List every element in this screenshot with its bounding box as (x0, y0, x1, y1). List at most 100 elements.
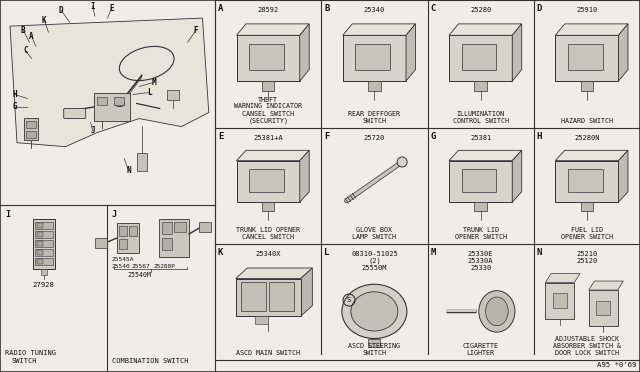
Bar (249, 45, 284, 70)
Bar (35, 240, 53, 247)
Text: I: I (5, 210, 10, 219)
Text: 25340X: 25340X (255, 251, 281, 257)
Polygon shape (545, 273, 580, 283)
Bar (262, 81, 275, 91)
Bar (162, 222, 172, 234)
Text: ASCD STEERING
SWITCH: ASCD STEERING SWITCH (348, 343, 401, 356)
Text: G: G (12, 102, 17, 111)
Bar (159, 219, 189, 257)
Polygon shape (237, 24, 309, 35)
Polygon shape (300, 150, 309, 202)
Text: ADJUSTABLE SHOCK
ABSORBER SWITCH &
DOOR LOCK SWITCH: ADJUSTABLE SHOCK ABSORBER SWITCH & DOOR … (553, 336, 621, 356)
Text: L: L (324, 248, 330, 257)
Text: 25540M: 25540M (127, 272, 151, 278)
Bar (580, 81, 593, 91)
Bar (199, 222, 211, 232)
Text: I: I (90, 1, 95, 10)
Polygon shape (10, 18, 209, 147)
Polygon shape (556, 24, 628, 35)
Text: K: K (42, 16, 47, 25)
Polygon shape (237, 150, 309, 161)
Text: 25280: 25280 (470, 7, 492, 13)
Text: 25330A: 25330A (468, 258, 493, 264)
Ellipse shape (115, 100, 125, 106)
Ellipse shape (486, 297, 508, 326)
Bar (262, 202, 275, 211)
Bar (37, 250, 43, 255)
Bar (162, 238, 172, 250)
Text: REAR DEFFOGER
SWITCH: REAR DEFFOGER SWITCH (348, 111, 401, 124)
Text: A95 *0'69: A95 *0'69 (596, 362, 636, 368)
Text: A: A (218, 4, 223, 13)
Text: K: K (218, 248, 223, 257)
Text: F: F (324, 132, 330, 141)
Text: G: G (431, 132, 436, 141)
Text: 25280N: 25280N (574, 135, 600, 141)
Bar (589, 290, 618, 326)
Bar (37, 223, 43, 228)
Text: 25540: 25540 (111, 264, 130, 269)
Bar (119, 239, 127, 249)
Bar (37, 232, 43, 237)
Polygon shape (406, 24, 415, 81)
Ellipse shape (479, 291, 515, 332)
Polygon shape (300, 24, 309, 81)
Ellipse shape (397, 157, 407, 167)
Text: 28592: 28592 (257, 7, 279, 13)
Text: L: L (147, 88, 152, 97)
Text: 25720: 25720 (364, 135, 385, 141)
Bar (97, 97, 107, 106)
Text: 25210: 25210 (576, 251, 598, 257)
Bar (449, 161, 512, 202)
Bar (37, 259, 43, 264)
Text: 25381: 25381 (470, 135, 492, 141)
Bar (174, 222, 186, 232)
Text: SWITCH: SWITCH (12, 358, 38, 364)
Bar (556, 35, 618, 81)
Polygon shape (449, 150, 522, 161)
Text: GLOVE BOX
LAMP SWITCH: GLOVE BOX LAMP SWITCH (353, 227, 396, 240)
Bar (568, 45, 603, 70)
Polygon shape (236, 268, 312, 279)
Bar (119, 226, 127, 236)
Text: 25330: 25330 (470, 265, 492, 271)
Polygon shape (618, 150, 628, 202)
Bar (129, 226, 137, 236)
Bar (166, 90, 179, 100)
Bar (37, 241, 43, 246)
Ellipse shape (351, 292, 398, 331)
Bar (95, 238, 107, 248)
Text: 25330E: 25330E (468, 251, 493, 257)
Text: CIGARETTE
LIGHTER: CIGARETTE LIGHTER (463, 343, 499, 356)
Bar (26, 122, 36, 128)
Bar (368, 81, 381, 91)
Text: E: E (109, 3, 114, 13)
Polygon shape (589, 281, 623, 290)
Polygon shape (301, 268, 312, 316)
Bar (269, 282, 294, 311)
Text: 25910: 25910 (576, 7, 598, 13)
Bar (35, 249, 53, 256)
Bar (596, 301, 611, 315)
Text: TRUNK LID
OPENER SWITCH: TRUNK LID OPENER SWITCH (454, 227, 507, 240)
Text: A: A (29, 32, 34, 41)
Text: RADIO TUNING: RADIO TUNING (5, 350, 56, 356)
Text: H: H (537, 132, 542, 141)
Text: N: N (537, 248, 542, 257)
Text: J: J (112, 210, 117, 219)
Bar (41, 269, 47, 275)
Bar (35, 222, 53, 229)
Bar (343, 35, 406, 81)
Bar (93, 93, 130, 122)
Polygon shape (556, 150, 628, 161)
Text: HAZARD SWITCH: HAZARD SWITCH (561, 118, 613, 124)
Polygon shape (512, 150, 522, 202)
Text: 25545A: 25545A (111, 257, 134, 262)
Polygon shape (618, 24, 628, 81)
Bar (474, 202, 487, 211)
Bar (568, 169, 603, 192)
Bar (24, 118, 38, 141)
Text: COMBINATION SWITCH: COMBINATION SWITCH (112, 358, 189, 364)
Bar (580, 202, 593, 211)
Text: ILLUMINATION
CONTROL SWITCH: ILLUMINATION CONTROL SWITCH (452, 111, 509, 124)
